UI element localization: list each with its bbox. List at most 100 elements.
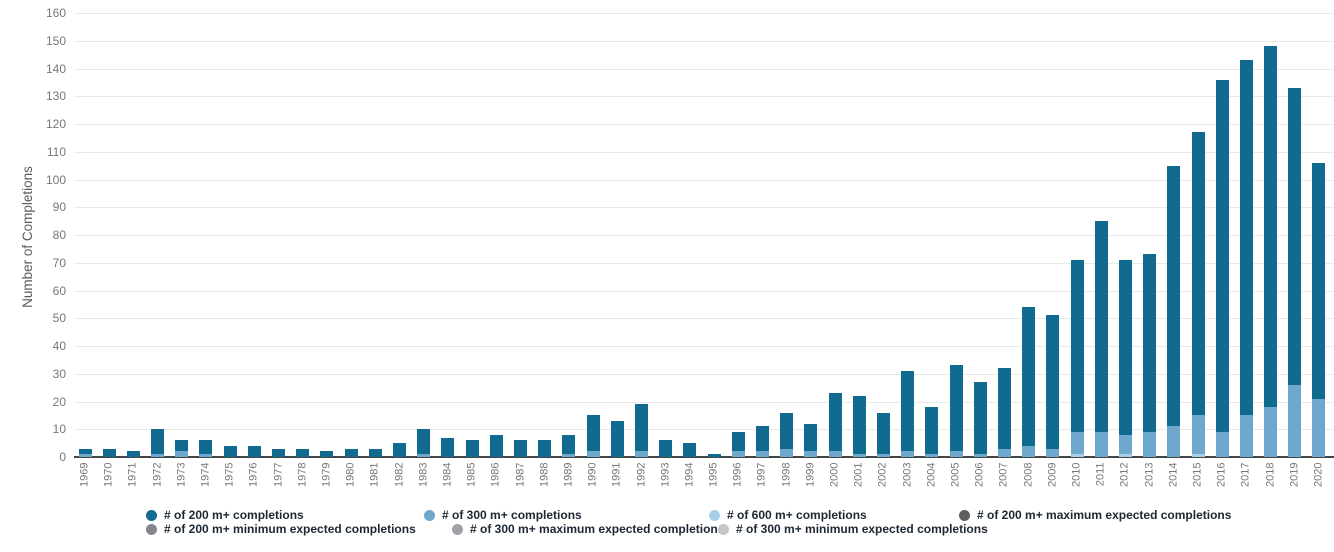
bar-300m-1983 [417, 454, 431, 457]
x-tick-label: 1985 [465, 462, 478, 487]
bar-600m-2015 [1191, 454, 1205, 457]
y-tick-label: 120 [45, 117, 66, 131]
x-tick-label: 2004 [925, 462, 938, 487]
legend-item[interactable]: # of 300 m+ minimum expected completions [718, 523, 988, 536]
legend-item[interactable]: # of 200 m+ completions [146, 509, 304, 522]
bar-200m-2017 [1239, 60, 1253, 457]
bar-300m-1973 [175, 451, 189, 457]
bar-300m-2006 [973, 454, 987, 457]
bar-300m-2000 [828, 451, 842, 457]
bar-300m-1996 [731, 451, 745, 457]
gridline [74, 318, 1334, 320]
bar-200m-2016 [1215, 79, 1229, 457]
legend-label: # of 200 m+ completions [164, 508, 304, 522]
x-tick-label: 1988 [538, 462, 551, 487]
legend-item[interactable]: # of 200 m+ minimum expected completions [146, 523, 416, 536]
y-tick-label: 110 [46, 144, 66, 159]
bar-200m-2013 [1143, 254, 1157, 457]
gridline [74, 346, 1334, 347]
bar-200m-1978 [296, 448, 310, 457]
bar-300m-1969 [78, 454, 92, 457]
x-tick-label: 2011 [1094, 462, 1107, 487]
x-tick-label: 1992 [635, 462, 647, 487]
x-tick-label: 1991 [610, 462, 623, 487]
bar-200m-2018 [1264, 46, 1278, 457]
bar-300m-1992 [635, 451, 648, 457]
bar-200m-1987 [514, 440, 528, 457]
x-tick-label: 2017 [1239, 462, 1252, 487]
bar-200m-2008 [1022, 307, 1036, 457]
y-tick-label: 90 [52, 200, 66, 215]
bar-200m-1976 [247, 445, 261, 457]
bar-200m-1995 [707, 454, 721, 457]
y-tick-label: 100 [45, 172, 66, 187]
bar-300m-1998 [780, 448, 794, 457]
bar-200m-1972 [151, 429, 165, 457]
bar-200m-2012 [1118, 259, 1132, 457]
bar-200m-1991 [610, 420, 624, 457]
bar-200m-1986 [489, 434, 503, 457]
y-tick-label: 20 [52, 394, 66, 409]
legend-label: # of 300 m+ completions [442, 508, 582, 522]
x-tick-label: 1990 [586, 462, 599, 487]
bar-200m-2005 [949, 365, 963, 457]
legend-dot-icon [452, 524, 463, 535]
x-tick-label: 2003 [901, 462, 914, 487]
bar-200m-2020 [1312, 162, 1326, 457]
bar-200m-1992 [635, 404, 648, 457]
bar-200m-1994 [683, 443, 697, 457]
y-tick-label: 150 [45, 33, 66, 48]
legend-dot-icon [424, 510, 435, 521]
gridline [74, 401, 1334, 403]
legend-dot-icon [718, 524, 729, 535]
x-tick-label: 2005 [949, 462, 962, 487]
legend-label: # of 300 m+ minimum expected completions [736, 522, 988, 536]
legend-item[interactable]: # of 300 m+ completions [424, 509, 582, 522]
x-tick-label: 1997 [755, 462, 768, 487]
legend-dot-icon [146, 510, 157, 521]
x-tick-label: 1974 [199, 462, 212, 487]
legend-item[interactable]: # of 600 m+ completions [709, 509, 867, 522]
x-tick-label: 2007 [997, 462, 1010, 487]
bar-200m-2015 [1191, 132, 1205, 457]
bar-300m-1972 [151, 454, 165, 457]
x-tick-label: 1989 [562, 462, 575, 487]
x-tick-label: 1970 [102, 462, 115, 487]
gridline [74, 290, 1334, 292]
y-tick-label: 50 [52, 311, 66, 326]
bar-200m-1993 [659, 440, 673, 457]
bar-200m-2006 [973, 382, 987, 457]
bar-300m-2012 [1118, 434, 1132, 457]
legend-item[interactable]: # of 300 m+ maximum expected completions [452, 523, 724, 536]
y-tick-label: 40 [52, 339, 66, 353]
bar-200m-1988 [538, 440, 552, 457]
bar-200m-2007 [997, 368, 1011, 457]
bar-200m-1999 [804, 423, 818, 457]
x-tick-label: 1971 [126, 462, 139, 487]
x-tick-label: 2012 [1118, 462, 1131, 487]
legend-item[interactable]: # of 200 m+ maximum expected completions [959, 509, 1231, 522]
bar-200m-1981 [368, 448, 382, 457]
x-tick-label: 1981 [368, 462, 381, 487]
x-tick-label: 2008 [1022, 462, 1035, 487]
x-tick-label: 1995 [707, 462, 720, 487]
bar-200m-1989 [562, 434, 576, 457]
bar-300m-2010 [1070, 432, 1084, 457]
legend-label: # of 600 m+ completions [727, 508, 867, 522]
bar-200m-1975 [223, 445, 237, 457]
x-tick-label: 2000 [828, 462, 841, 487]
bar-200m-2003 [901, 370, 915, 457]
y-tick-label: 160 [45, 6, 66, 20]
bar-300m-1999 [804, 451, 818, 457]
x-tick-label: 1969 [78, 462, 91, 487]
bar-200m-1982 [393, 443, 407, 457]
legend-label: # of 300 m+ maximum expected completions [470, 522, 725, 536]
x-tick-label: 1980 [344, 462, 357, 487]
bar-300m-2017 [1239, 415, 1253, 457]
x-tick-label: 2001 [852, 462, 865, 487]
bar-300m-2018 [1264, 407, 1278, 457]
bar-200m-1998 [780, 412, 794, 457]
x-tick-label: 1977 [272, 462, 285, 487]
gridline [74, 124, 1334, 125]
